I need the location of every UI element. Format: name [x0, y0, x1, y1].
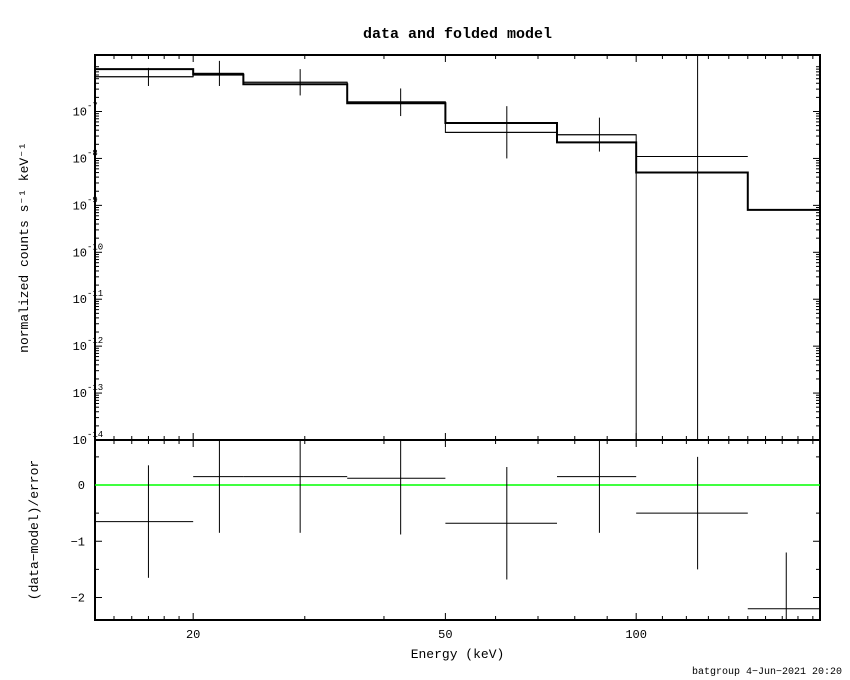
top-panel-content: [95, 55, 820, 440]
y-tick-label: −1: [71, 535, 85, 549]
y-tick-label: 10-11: [73, 289, 104, 307]
y-tick-label: 10-10: [73, 242, 104, 260]
svg-text:-9: -9: [87, 195, 98, 205]
svg-text:10: 10: [73, 106, 87, 120]
svg-text:-13: -13: [87, 383, 103, 393]
svg-text:-11: -11: [87, 289, 103, 299]
x-tick-label: 20: [186, 628, 200, 642]
bottom-panel-content: [95, 420, 820, 665]
svg-text:10: 10: [73, 199, 87, 213]
y-tick-label: −2: [71, 592, 85, 606]
bottom-panel-frame: [95, 440, 820, 620]
svg-text:10: 10: [73, 152, 87, 166]
top-y-axis-label: normalized counts s⁻¹ keV⁻¹: [17, 142, 32, 353]
bottom-y-axis-label: (data−model)/error: [27, 460, 42, 600]
x-axis-label: Energy (keV): [411, 647, 505, 662]
x-tick-label: 100: [625, 628, 647, 642]
x-tick-label: 50: [438, 628, 452, 642]
y-tick-label: 10-14: [73, 430, 104, 448]
svg-text:-8: -8: [87, 148, 98, 158]
model-step-line: [95, 69, 820, 210]
svg-text:10: 10: [73, 434, 87, 448]
top-panel-frame: [95, 55, 820, 440]
svg-text:-10: -10: [87, 242, 103, 252]
svg-text:-7: -7: [87, 102, 98, 112]
y-tick-label: 10-13: [73, 383, 104, 401]
svg-text:10: 10: [73, 387, 87, 401]
svg-text:10: 10: [73, 293, 87, 307]
svg-text:-12: -12: [87, 336, 103, 346]
footer-text: batgroup 4−Jun−2021 20:20: [692, 666, 842, 678]
data-step-line: [95, 73, 820, 440]
y-tick-label: 10-12: [73, 336, 104, 354]
svg-text:10: 10: [73, 340, 87, 354]
svg-text:10: 10: [73, 246, 87, 260]
spectrum-plot: data and folded model2050100Energy (keV)…: [0, 0, 850, 680]
plot-title: data and folded model: [363, 26, 552, 43]
y-tick-label: 0: [78, 479, 85, 493]
svg-text:-14: -14: [87, 430, 103, 440]
